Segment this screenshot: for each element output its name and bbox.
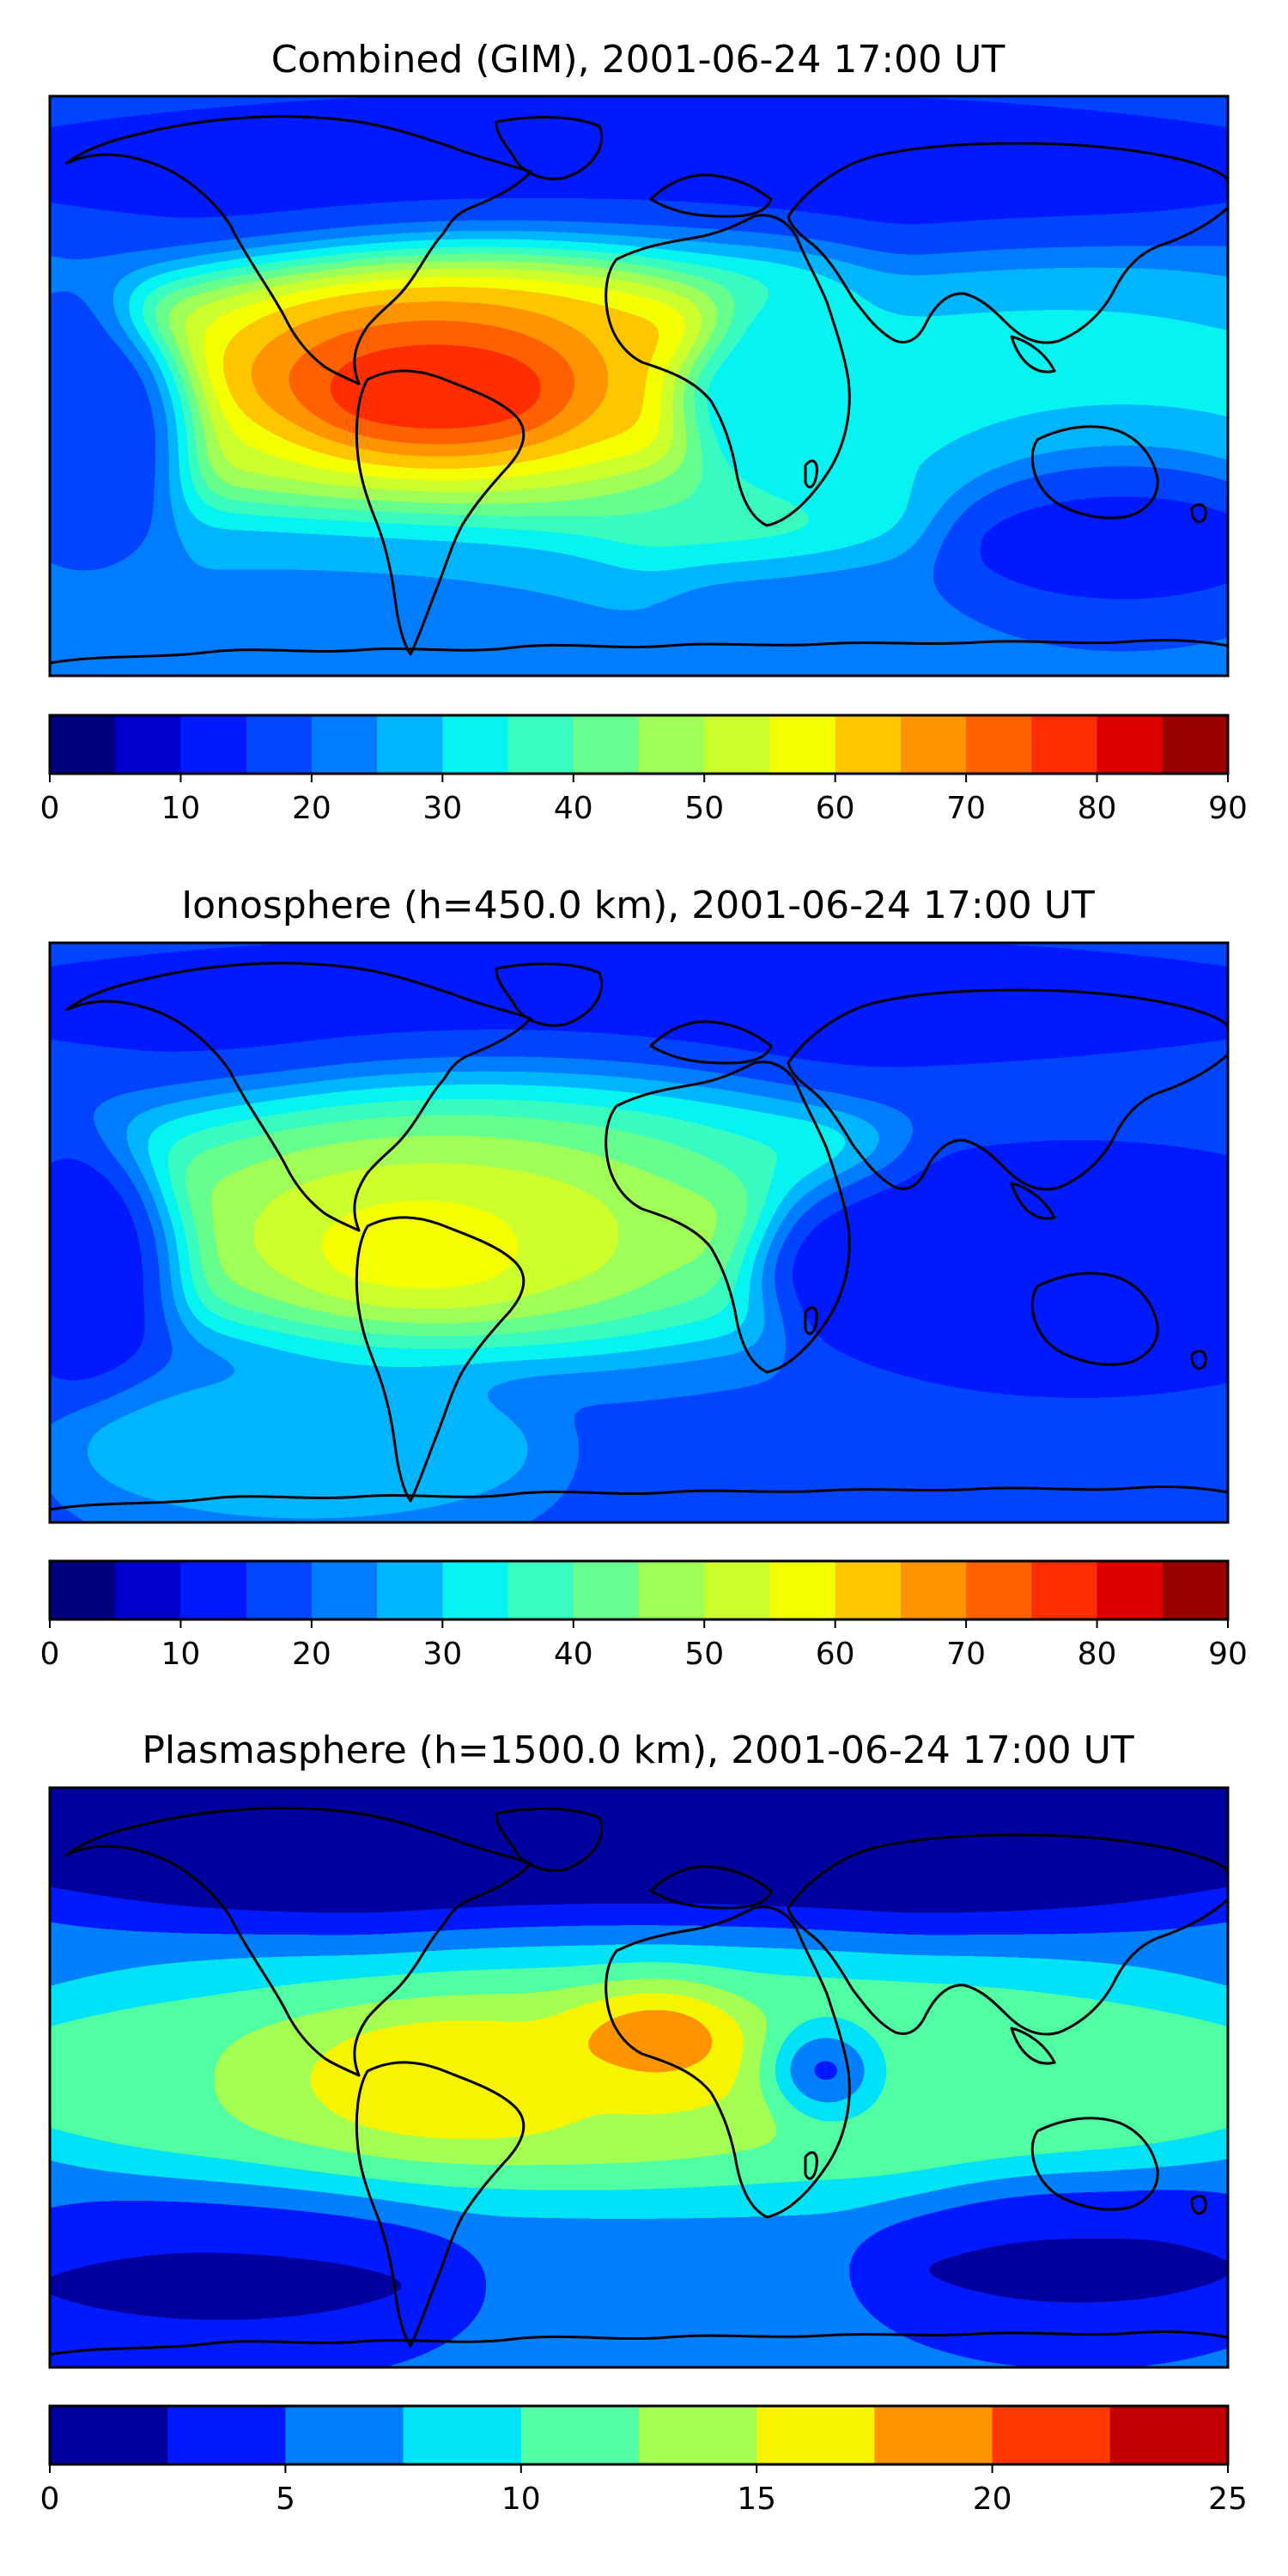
- colorbar-frame: [48, 2404, 1230, 2466]
- colorbar-swatch: [1162, 1561, 1229, 1619]
- colorbar-swatch: [704, 715, 770, 774]
- coastlines: [49, 115, 1230, 665]
- colorbar-tick-label: 50: [684, 791, 724, 826]
- colorbar-swatch: [756, 2406, 875, 2464]
- chart-title: Combined (GIM), 2001-06-24 17:00 UT: [271, 38, 1005, 82]
- colorbar-frame: [48, 1559, 1230, 1621]
- colorbar-tick-label: 90: [1208, 791, 1248, 826]
- colorbar-swatch: [180, 1561, 247, 1619]
- colorbar-swatch: [639, 715, 705, 774]
- colorbar-swatch: [311, 1561, 378, 1619]
- colorbar-tick-label: 70: [946, 791, 986, 826]
- colorbar: 0 10 20 30 40 50 60 70 80 90: [40, 1559, 1248, 1672]
- panel-plasmasphere: Plasmasphere (h=1500.0 km), 2001-06-24 1…: [40, 1728, 1248, 2517]
- colorbar-swatch: [874, 2406, 993, 2464]
- tec-field: [50, 1788, 1228, 2367]
- colorbar-frame: [48, 714, 1230, 775]
- colorbar-swatch: [1031, 1561, 1098, 1619]
- colorbar-tick-label: 70: [946, 1637, 986, 1672]
- colorbar-swatch: [1162, 715, 1229, 774]
- colorbar-swatch: [769, 1561, 836, 1619]
- panel-ionosphere: Ionosphere (h=450.0 km), 2001-06-24 17:0…: [40, 884, 1248, 1672]
- colorbar-tick-label: 30: [422, 1637, 462, 1672]
- colorbar-swatch: [50, 1561, 116, 1619]
- colorbar-swatch: [992, 2406, 1111, 2464]
- map-area: [48, 941, 1230, 1524]
- colorbar-tick-label: 0: [40, 2482, 60, 2517]
- panel-combined: Combined (GIM), 2001-06-24 17:00 UT: [40, 38, 1248, 826]
- colorbar-swatch: [900, 715, 967, 774]
- colorbar-swatch: [246, 1561, 313, 1619]
- colorbar-tick-label: 25: [1208, 2482, 1248, 2517]
- colorbar-swatch: [573, 715, 640, 774]
- colorbar-swatch: [1031, 715, 1098, 774]
- colorbar-swatch: [311, 715, 378, 774]
- colorbar-tick-label: 30: [422, 791, 462, 826]
- colorbar-swatch: [639, 2406, 757, 2464]
- colorbar-swatch: [966, 715, 1032, 774]
- colorbar-swatch: [180, 715, 247, 774]
- colorbar-swatch: [377, 1561, 443, 1619]
- colorbar-swatch: [507, 1561, 574, 1619]
- colorbar: 0 5 10 15 20 25: [40, 2404, 1248, 2517]
- colorbar-tick-label: 15: [737, 2482, 776, 2517]
- colorbar-swatch: [115, 1561, 181, 1619]
- colorbar-tick-label: 0: [40, 791, 60, 826]
- colorbar-tick-label: 10: [501, 2482, 541, 2517]
- colorbar-swatch: [403, 2406, 522, 2464]
- colorbar-tick-label: 20: [292, 791, 331, 826]
- coastlines: [49, 1807, 1230, 2356]
- colorbar-tick-label: 20: [973, 2482, 1012, 2517]
- chart-title: Ionosphere (h=450.0 km), 2001-06-24 17:0…: [181, 884, 1095, 927]
- colorbar-swatch: [900, 1561, 967, 1619]
- chart-title: Plasmasphere (h=1500.0 km), 2001-06-24 1…: [142, 1728, 1133, 1772]
- colorbar-tick-label: 90: [1208, 1637, 1248, 1672]
- colorbar-swatch: [507, 715, 574, 774]
- colorbar-swatch: [50, 2406, 168, 2464]
- colorbar-tick-label: 10: [161, 1637, 201, 1672]
- colorbar-swatch: [1097, 1561, 1163, 1619]
- colorbar-swatch: [835, 1561, 902, 1619]
- colorbar-swatch: [285, 2406, 404, 2464]
- colorbar-tick-label: 60: [816, 1637, 855, 1672]
- colorbar-tick-label: 20: [292, 1637, 331, 1672]
- colorbar-swatch: [704, 1561, 770, 1619]
- map-frame: [48, 941, 1230, 1524]
- colorbar-swatch: [442, 1561, 509, 1619]
- colorbar-tick-label: 60: [816, 791, 855, 826]
- colorbar-tick-label: 5: [276, 2482, 295, 2517]
- map-frame: [48, 94, 1230, 677]
- coastlines: [49, 962, 1230, 1511]
- colorbar-swatch: [115, 715, 181, 774]
- map-frame: [48, 1786, 1230, 2369]
- colorbar-swatch: [246, 715, 313, 774]
- colorbar-swatch: [1097, 715, 1163, 774]
- colorbar-swatch: [520, 2406, 640, 2464]
- colorbar-tick-label: 40: [554, 791, 593, 826]
- colorbar-tick-label: 80: [1078, 791, 1117, 826]
- map-area: [48, 94, 1230, 677]
- colorbar-swatch: [573, 1561, 640, 1619]
- colorbar-swatch: [167, 2406, 286, 2464]
- colorbar-tick-label: 50: [684, 1637, 724, 1672]
- colorbar-swatch: [442, 715, 509, 774]
- colorbar-swatch: [377, 715, 443, 774]
- colorbar-swatch: [1109, 2406, 1229, 2464]
- colorbar-tick-label: 40: [554, 1637, 593, 1672]
- colorbar-tick-label: 0: [40, 1637, 60, 1672]
- colorbar-swatch: [50, 715, 116, 774]
- tec-field: [50, 943, 1228, 1522]
- colorbar-swatch: [966, 1561, 1032, 1619]
- colorbar-tick-label: 10: [161, 791, 201, 826]
- map-area: [48, 1786, 1230, 2369]
- colorbar-swatch: [835, 715, 902, 774]
- colorbar-swatch: [769, 715, 836, 774]
- colorbar-tick-label: 80: [1078, 1637, 1117, 1672]
- colorbar: 0 10 20 30 40 50 60 70 80 90: [40, 714, 1248, 826]
- colorbar-swatch: [639, 1561, 705, 1619]
